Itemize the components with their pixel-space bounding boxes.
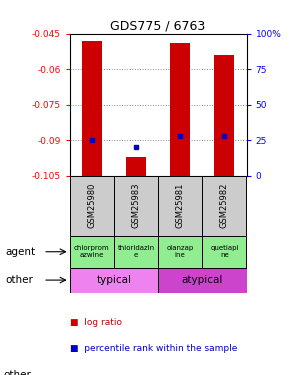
Bar: [114, 236, 158, 268]
Text: chlorprom
azwine: chlorprom azwine: [74, 245, 110, 258]
Bar: [158, 268, 246, 292]
Text: ■  log ratio: ■ log ratio: [70, 318, 122, 327]
Bar: [114, 176, 158, 236]
Text: GSM25983: GSM25983: [131, 183, 140, 228]
Bar: [70, 236, 114, 268]
Text: GSM25981: GSM25981: [176, 183, 185, 228]
Text: thioridazin
e: thioridazin e: [117, 245, 155, 258]
Bar: [126, 157, 146, 176]
Text: olanzap
ine: olanzap ine: [166, 245, 194, 258]
Text: ■  percentile rank within the sample: ■ percentile rank within the sample: [70, 344, 237, 353]
Bar: [158, 176, 202, 236]
Text: GSM25982: GSM25982: [220, 183, 229, 228]
Text: other: other: [3, 370, 31, 375]
Bar: [158, 236, 202, 268]
Bar: [202, 176, 246, 236]
Bar: [82, 41, 102, 176]
Text: atypical: atypical: [182, 275, 223, 285]
Bar: [70, 268, 158, 292]
Text: agent: agent: [6, 247, 36, 257]
Bar: [170, 43, 190, 176]
Bar: [202, 236, 246, 268]
Bar: [214, 55, 234, 176]
Bar: [70, 176, 114, 236]
Text: other: other: [6, 275, 34, 285]
Title: GDS775 / 6763: GDS775 / 6763: [110, 20, 206, 33]
Text: GSM25980: GSM25980: [87, 183, 96, 228]
Text: typical: typical: [96, 275, 131, 285]
Text: quetiapi
ne: quetiapi ne: [210, 245, 239, 258]
